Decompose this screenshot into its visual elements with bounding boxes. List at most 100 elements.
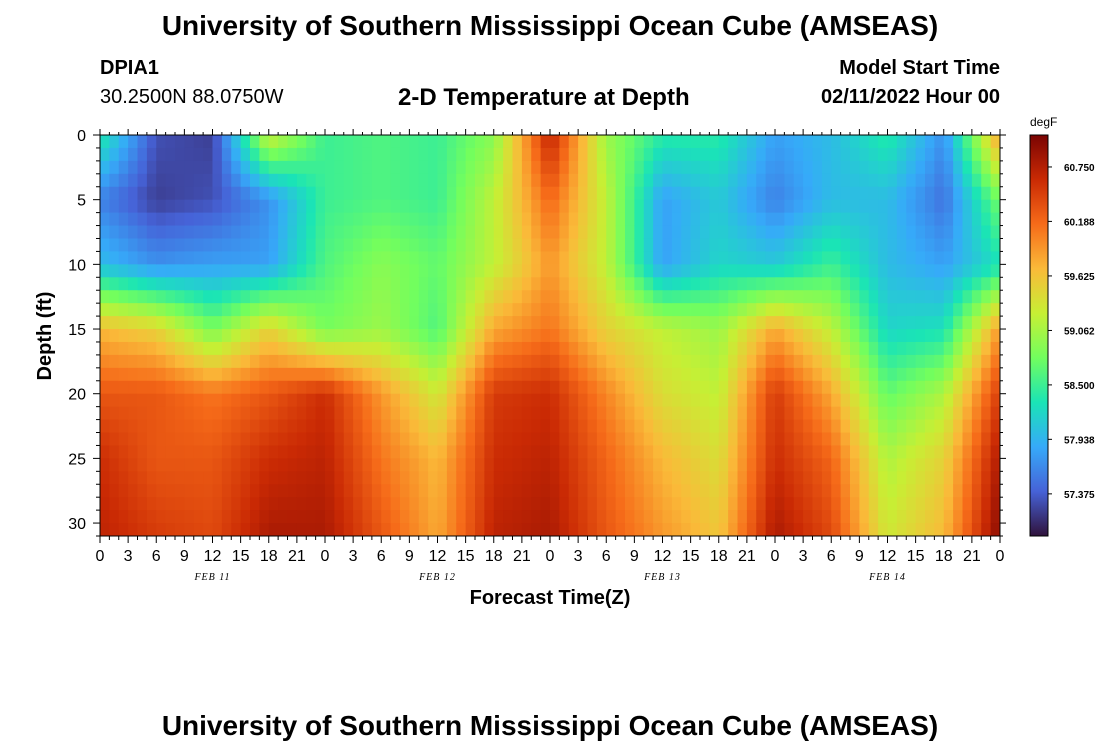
heatmap-cell: [953, 510, 964, 524]
heatmap-cell: [568, 432, 579, 447]
heatmap-cell: [915, 380, 926, 395]
heatmap-cell: [109, 445, 120, 459]
heatmap-cell: [259, 367, 270, 382]
heatmap-cell: [128, 471, 139, 485]
heatmap-cell: [465, 160, 476, 175]
heatmap-cell: [943, 225, 954, 240]
heatmap-cell: [709, 458, 720, 472]
heatmap-cell: [896, 316, 907, 330]
heatmap-cell: [662, 277, 673, 291]
heatmap-cell: [287, 367, 298, 382]
heatmap-cell: [662, 497, 673, 511]
heatmap-cell: [662, 432, 673, 447]
heatmap-cell: [512, 303, 523, 317]
heatmap-cell: [446, 393, 457, 408]
heatmap-cell: [400, 238, 410, 253]
heatmap-cell: [615, 523, 626, 536]
heatmap-cell: [709, 419, 720, 434]
heatmap-cell: [137, 147, 148, 162]
heatmap-cell: [906, 419, 917, 434]
heatmap-cell: [840, 419, 851, 434]
heatmap-cell: [418, 186, 429, 201]
heatmap-cell: [681, 432, 692, 447]
heatmap-cell: [671, 225, 682, 240]
heatmap-cell: [859, 432, 870, 447]
heatmap-cell: [559, 160, 570, 175]
heatmap-cell: [915, 523, 926, 536]
heatmap-cell: [896, 445, 907, 459]
heatmap-cell: [465, 238, 476, 253]
heatmap-cell: [915, 264, 926, 278]
heatmap-cell: [521, 419, 532, 434]
heatmap-cell: [353, 186, 364, 201]
heatmap-cell: [484, 380, 495, 395]
heatmap-cell: [784, 135, 795, 149]
heatmap-cell: [775, 290, 785, 304]
heatmap-cell: [756, 160, 767, 175]
heatmap-cell: [953, 135, 964, 149]
heatmap-cell: [587, 290, 598, 304]
heatmap-cell: [278, 316, 289, 330]
heatmap-cell: [700, 406, 710, 421]
heatmap-cell: [484, 238, 495, 253]
heatmap-cell: [456, 329, 467, 343]
heatmap-cell: [606, 367, 617, 382]
heatmap-cell: [643, 316, 654, 330]
heatmap-cell: [193, 471, 204, 485]
heatmap-cell: [334, 199, 345, 214]
heatmap-cell: [362, 406, 373, 421]
heatmap-cell: [990, 406, 1000, 421]
heatmap-cell: [428, 212, 439, 227]
heatmap-cell: [446, 367, 457, 382]
heatmap-cell: [971, 432, 982, 447]
heatmap-cell: [737, 160, 748, 175]
heatmap-cell: [325, 458, 335, 472]
heatmap-cell: [259, 497, 270, 511]
heatmap-cell: [831, 264, 842, 278]
heatmap-cell: [606, 225, 617, 240]
heatmap-cell: [953, 277, 964, 291]
heatmap-cell: [381, 135, 392, 149]
heatmap-cell: [118, 147, 129, 162]
heatmap-cell: [493, 329, 504, 343]
heatmap-cell: [934, 147, 945, 162]
heatmap-cell: [934, 199, 945, 214]
heatmap-cell: [446, 303, 457, 317]
heatmap-cell: [700, 329, 710, 343]
heatmap-cell: [653, 277, 664, 291]
heatmap-cell: [756, 251, 767, 265]
heatmap-cell: [296, 160, 307, 175]
heatmap-cell: [259, 303, 270, 317]
heatmap-cell: [587, 341, 598, 356]
heatmap-cell: [690, 251, 701, 265]
heatmap-cell: [803, 341, 814, 356]
heatmap-cell: [812, 445, 823, 459]
heatmap-cell: [512, 497, 523, 511]
heatmap-cell: [418, 458, 429, 472]
heatmap-cell: [456, 173, 467, 188]
heatmap-cell: [531, 225, 542, 240]
heatmap-cell: [437, 225, 448, 240]
heatmap-cell: [521, 264, 532, 278]
heatmap-cell: [925, 316, 935, 330]
heatmap-cell: [531, 290, 542, 304]
heatmap-cell: [803, 212, 814, 227]
heatmap-cell: [409, 432, 420, 447]
heatmap-cell: [634, 186, 645, 201]
y-tick-label: 10: [68, 257, 86, 274]
heatmap-cell: [521, 277, 532, 291]
heatmap-cell: [971, 510, 982, 524]
heatmap-cell: [475, 523, 485, 536]
heatmap-cell: [418, 406, 429, 421]
heatmap-cell: [531, 173, 542, 188]
heatmap-cell: [915, 238, 926, 253]
heatmap-cell: [925, 406, 935, 421]
heatmap-cell: [990, 212, 1000, 227]
heatmap-cell: [718, 341, 729, 356]
heatmap-cell: [343, 303, 354, 317]
heatmap-cell: [568, 510, 579, 524]
heatmap-cell: [709, 147, 720, 162]
heatmap-cell: [296, 264, 307, 278]
heatmap-cell: [437, 380, 448, 395]
heatmap-cell: [643, 510, 654, 524]
